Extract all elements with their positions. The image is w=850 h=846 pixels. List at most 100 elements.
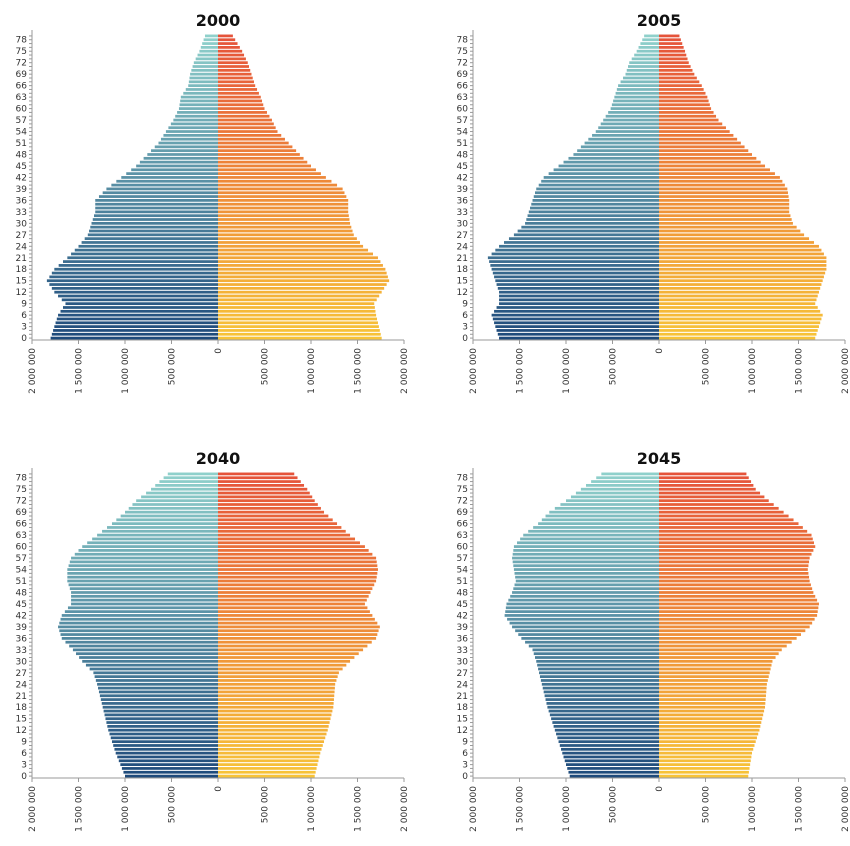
y-tick-label: 63	[457, 93, 468, 103]
bar-left-age-38	[515, 629, 659, 633]
bar-left-age-75	[580, 487, 659, 491]
bar-left-age-1	[123, 770, 218, 774]
y-tick-label: 51	[16, 577, 27, 587]
bar-left-age-74	[575, 491, 659, 495]
y-tick-label: 63	[16, 531, 27, 541]
bar-left-age-18	[547, 705, 659, 709]
bar-left-age-74	[634, 53, 659, 57]
bar-left-age-6	[115, 751, 218, 755]
bar-right-age-33	[659, 210, 790, 214]
bar-left-age-35	[95, 202, 218, 206]
bar-right-age-57	[218, 556, 377, 560]
y-tick-label: 54	[16, 128, 28, 138]
bar-left-age-79	[601, 472, 659, 476]
bar-right-age-36	[659, 199, 790, 202]
bar-right-age-77	[218, 480, 301, 483]
bar-left-age-55	[168, 126, 218, 130]
bar-right-age-22	[218, 252, 373, 256]
bar-left-age-13	[497, 286, 659, 290]
y-tick-label: 12	[457, 726, 468, 736]
bar-right-age-15	[659, 717, 763, 721]
bar-right-age-44	[659, 168, 770, 172]
bar-left-age-59	[513, 549, 659, 552]
bar-left-age-56	[600, 122, 659, 126]
bar-right-age-30	[659, 221, 793, 225]
bar-left-age-51	[67, 579, 218, 583]
y-tick-label: 9	[462, 738, 468, 748]
bar-left-age-31	[79, 656, 219, 659]
bar-left-age-49	[69, 587, 218, 591]
bar-left-age-35	[525, 640, 659, 644]
bar-left-age-24	[97, 682, 218, 686]
bar-left-age-71	[192, 65, 218, 68]
bar-left-age-63	[97, 533, 218, 537]
bar-right-age-34	[659, 644, 787, 648]
y-tick-label: 75	[16, 47, 27, 57]
bar-left-age-59	[177, 111, 218, 114]
bar-right-age-31	[659, 218, 792, 221]
bar-right-age-71	[218, 65, 249, 68]
bar-left-age-64	[102, 529, 218, 533]
y-tick-label: 27	[16, 669, 27, 679]
bar-right-age-16	[218, 713, 332, 717]
bar-right-age-12	[659, 728, 760, 732]
y-tick-label: 39	[16, 185, 28, 195]
pyramid-svg: 2045036912151821242730333639424548515457…	[457, 449, 850, 832]
bar-left-age-38	[59, 629, 218, 633]
bar-left-age-53	[592, 133, 659, 137]
bar-right-age-76	[659, 46, 684, 49]
bar-right-age-63	[218, 533, 351, 537]
bar-left-age-28	[89, 667, 218, 671]
bar-right-age-5	[659, 755, 752, 759]
bar-right-age-11	[659, 294, 818, 298]
bar-right-age-27	[659, 233, 805, 237]
bar-left-age-12	[108, 728, 218, 732]
bar-right-age-77	[218, 42, 238, 45]
bar-left-age-34	[530, 206, 659, 210]
bar-right-age-60	[659, 545, 816, 548]
bar-right-age-32	[659, 214, 791, 218]
bar-left-age-9	[111, 740, 218, 744]
x-tick-label: 500 000	[609, 348, 619, 385]
bar-left-age-9	[499, 302, 659, 306]
bar-right-age-71	[659, 503, 774, 506]
x-tick-label: 2 000 000	[841, 348, 850, 394]
y-tick-label: 57	[457, 116, 468, 126]
pyramid-2040: 2040 0 3 6 9 12 15 18 21 24 27 30 33 36 39 42 45 48 51 54 57…	[0, 446, 410, 846]
bar-right-age-37	[218, 195, 347, 198]
bar-right-age-47	[218, 156, 304, 160]
bar-right-age-57	[659, 556, 810, 560]
bar-left-age-46	[563, 160, 659, 164]
y-tick-label: 15	[457, 715, 468, 725]
bar-left-age-15	[46, 279, 218, 283]
bar-right-age-42	[218, 176, 326, 179]
y-tick-label: 69	[457, 508, 469, 518]
bar-right-age-2	[659, 767, 750, 770]
bar-left-age-21	[544, 694, 659, 698]
y-tick-label: 75	[457, 485, 468, 495]
y-tick-label: 0	[21, 772, 27, 782]
bar-left-age-74	[197, 53, 218, 57]
bar-left-age-15	[495, 279, 659, 283]
bar-left-age-35	[65, 640, 218, 644]
bar-left-age-49	[577, 149, 659, 153]
bar-left-age-36	[532, 199, 659, 202]
bar-right-age-46	[659, 160, 761, 164]
bar-left-age-5	[492, 317, 659, 321]
bar-left-age-75	[636, 49, 659, 53]
bar-left-age-41	[507, 617, 659, 621]
bar-right-age-3	[218, 325, 379, 328]
bar-left-age-30	[525, 221, 659, 225]
bar-right-age-4	[659, 321, 821, 325]
bar-left-age-10	[499, 298, 659, 302]
x-tick-label: 1 000 000	[562, 348, 572, 394]
x-tick-label: 1 000 000	[748, 786, 758, 832]
bar-right-age-67	[218, 80, 254, 84]
bar-right-age-7	[218, 309, 376, 313]
bar-right-age-38	[218, 191, 345, 195]
y-tick-label: 6	[21, 749, 27, 759]
bar-right-age-48	[218, 591, 371, 594]
bar-right-age-57	[659, 118, 719, 122]
bar-left-age-8	[496, 306, 659, 309]
bar-right-age-18	[218, 705, 334, 709]
